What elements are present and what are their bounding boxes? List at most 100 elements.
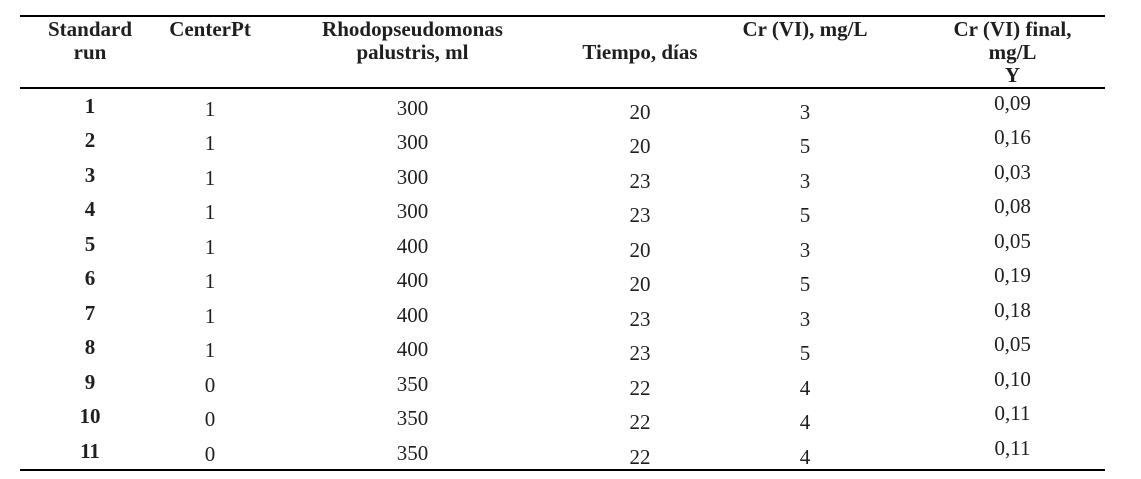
cell-centerpt: 1	[160, 88, 275, 124]
cell-value: 0,11	[994, 401, 1031, 426]
cell-cr-vi-final-y: 0,08	[880, 193, 1105, 228]
cell-value: 400	[396, 233, 429, 258]
cell-rhodopseudomonas-ml: 300	[275, 193, 550, 228]
cell-rhodopseudomonas-ml: 300	[275, 88, 550, 124]
cell-value: 20	[629, 237, 651, 262]
table-row: 8 1 400 23 5 0,05	[20, 331, 1105, 365]
cell-value: 1	[84, 93, 96, 118]
table-row: 9 0 350 22 4 0,10	[20, 365, 1105, 400]
cell-centerpt: 1	[160, 262, 275, 297]
cell-value: 23	[629, 306, 651, 331]
cell-value: 3	[799, 168, 811, 193]
cell-centerpt: 0	[160, 434, 275, 471]
header-line: palustris, ml	[356, 40, 469, 64]
cell-standard-run: 3	[20, 158, 160, 193]
cell-cr-vi-mg-l: 5	[715, 193, 880, 228]
cell-tiempo-dias: 23	[550, 158, 715, 193]
cell-cr-vi-mg-l: 3	[715, 158, 880, 193]
cell-cr-vi-mg-l: 5	[715, 124, 880, 158]
cell-value: 1	[204, 131, 216, 156]
cell-cr-vi-mg-l: 3	[715, 296, 880, 331]
header-line: CenterPt	[169, 17, 251, 41]
cell-value: 0,05	[994, 228, 1031, 253]
cell-value: 1	[204, 234, 216, 259]
cell-tiempo-dias: 20	[550, 124, 715, 158]
cell-value: 400	[396, 302, 429, 327]
column-header-rhodopseudomonas: Rhodopseudomonas palustris, ml	[275, 16, 550, 89]
header-line: mg/L	[988, 40, 1037, 64]
cell-value: 0,03	[994, 159, 1031, 184]
header-line: Rhodopseudomonas	[322, 17, 503, 41]
cell-value: 4	[799, 375, 811, 400]
header-row: Standard run CenterPt Rhodopseudomonas p…	[20, 16, 1105, 89]
cell-value: 3	[799, 306, 811, 331]
table-row: 3 1 300 23 3 0,03	[20, 158, 1105, 193]
cell-rhodopseudomonas-ml: 350	[275, 365, 550, 400]
cell-standard-run: 2	[20, 124, 160, 159]
cell-centerpt: 1	[160, 227, 275, 262]
cell-value: 400	[396, 337, 429, 362]
header-line: Y	[1004, 63, 1021, 87]
cell-value: 0,10	[994, 366, 1031, 391]
cell-value: 10	[79, 404, 101, 429]
cell-cr-vi-final-y: 0,19	[880, 262, 1105, 297]
cell-value: 0,19	[994, 263, 1031, 288]
header-line: Cr (VI), mg/L	[742, 17, 868, 41]
cell-value: 1	[204, 303, 216, 328]
cell-cr-vi-final-y: 0,16	[880, 124, 1105, 159]
column-header-tiempo-dias: Tiempo, días	[550, 16, 715, 89]
header-line: Standard	[47, 17, 133, 41]
table-row: 7 1 400 23 3 0,18	[20, 296, 1105, 331]
cell-value: 5	[799, 203, 811, 228]
document-page: Standard run CenterPt Rhodopseudomonas p…	[20, 15, 1105, 471]
cell-standard-run: 4	[20, 193, 160, 228]
table-row: 10 0 350 22 4 0,11	[20, 400, 1105, 435]
cell-value: 3	[799, 237, 811, 262]
header-line: Tiempo, días	[582, 40, 698, 64]
cell-rhodopseudomonas-ml: 400	[275, 227, 550, 262]
cell-cr-vi-final-y: 0,10	[880, 365, 1105, 400]
cell-value: 350	[396, 371, 429, 396]
cell-value: 1	[204, 338, 216, 363]
cell-tiempo-dias: 20	[550, 227, 715, 262]
cell-value: 0,11	[994, 435, 1031, 460]
cell-value: 3	[799, 99, 811, 124]
cell-value: 1	[204, 200, 216, 225]
cell-tiempo-dias: 23	[550, 296, 715, 331]
cell-value: 23	[629, 168, 651, 193]
cell-centerpt: 1	[160, 193, 275, 228]
cell-value: 3	[84, 162, 96, 187]
table-row: 11 0 350 22 4 0,11	[20, 434, 1105, 471]
cell-value: 0	[204, 441, 216, 466]
cell-value: 6	[84, 266, 96, 291]
table-row: 2 1 300 20 5 0,16	[20, 124, 1105, 159]
cell-value: 1	[204, 165, 216, 190]
column-header-cr-vi-final: Cr (VI) final, mg/L Y	[880, 16, 1105, 89]
table-header: Standard run CenterPt Rhodopseudomonas p…	[20, 16, 1105, 89]
cell-rhodopseudomonas-ml: 300	[275, 158, 550, 193]
cell-value: 350	[396, 406, 429, 431]
table-row: 5 1 400 20 3 0,05	[20, 227, 1105, 262]
cell-value: 400	[396, 268, 429, 293]
cell-value: 4	[84, 197, 96, 222]
header-line: run	[73, 40, 107, 64]
cell-value: 22	[629, 410, 651, 435]
column-header-cr-vi: Cr (VI), mg/L	[715, 16, 880, 89]
cell-cr-vi-mg-l: 4	[715, 400, 880, 434]
cell-value: 1	[204, 96, 216, 121]
cell-value: 0	[204, 407, 216, 432]
cell-value: 23	[629, 203, 651, 228]
cell-value: 8	[84, 335, 96, 360]
cell-standard-run: 10	[20, 400, 160, 435]
cell-rhodopseudomonas-ml: 400	[275, 296, 550, 331]
cell-cr-vi-mg-l: 5	[715, 262, 880, 296]
column-header-standard-run: Standard run	[20, 16, 160, 89]
cell-value: 20	[629, 99, 651, 124]
cell-value: 22	[629, 375, 651, 400]
cell-value: 20	[629, 272, 651, 297]
cell-value: 0,05	[994, 332, 1031, 357]
cell-value: 300	[396, 199, 429, 224]
cell-value: 4	[799, 444, 811, 469]
table-row: 6 1 400 20 5 0,19	[20, 262, 1105, 297]
cell-standard-run: 1	[20, 88, 160, 124]
